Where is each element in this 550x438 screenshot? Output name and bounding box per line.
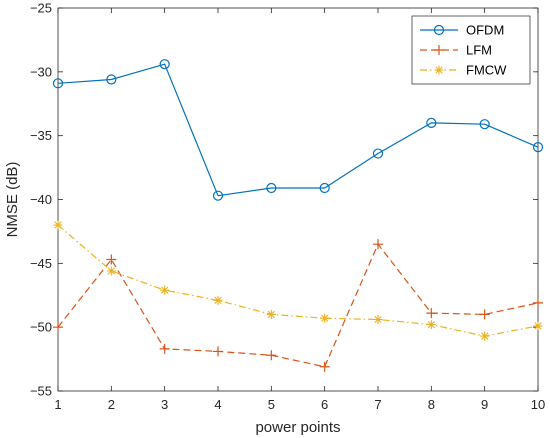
x-axis-label: power points [255, 419, 340, 436]
data-point-fmcw [480, 331, 490, 341]
legend-marker-ofdm [433, 24, 445, 36]
data-point-ofdm [532, 142, 544, 153]
data-point-lfm [159, 343, 170, 354]
data-point-lfm [533, 297, 543, 308]
y-tick-label: −40 [30, 192, 52, 207]
data-point-lfm [373, 239, 383, 250]
series-ofdm [52, 59, 544, 201]
data-point-lfm [106, 254, 117, 265]
data-point-fmcw [533, 321, 543, 331]
data-point-ofdm [372, 148, 384, 159]
legend-marker-fmcw [434, 65, 444, 75]
data-point-fmcw [266, 309, 276, 319]
data-point-lfm [319, 361, 330, 372]
data-point-lfm [479, 309, 490, 320]
x-tick-label: 1 [54, 397, 61, 412]
data-point-fmcw [213, 295, 223, 305]
series-line-fmcw [57, 224, 539, 337]
legend-marker-lfm [434, 45, 444, 55]
y-tick-label: −35 [30, 128, 52, 143]
data-point-ofdm [106, 74, 117, 85]
data-point-fmcw [53, 220, 63, 230]
data-point-ofdm [479, 119, 490, 130]
y-tick-label: −25 [30, 1, 52, 16]
data-point-lfm [266, 350, 277, 361]
data-point-ofdm [159, 59, 170, 70]
x-tick-label: 7 [374, 397, 381, 412]
x-tick-label: 3 [161, 397, 168, 412]
y-tick-label: −30 [30, 64, 52, 79]
axes: 1 2 3 4 5 6 7 8 9 10 −55 −50 −45 −40 −35 −30 −25 [30, 1, 545, 413]
data-point-lfm [53, 322, 63, 333]
series-lfm [53, 239, 543, 372]
y-tick-label: −50 [30, 320, 52, 335]
x-tick-label: 10 [531, 397, 545, 412]
series-line-lfm [57, 243, 539, 368]
series-fmcw [53, 220, 543, 341]
data-point-ofdm [212, 190, 224, 201]
series-line-ofdm [57, 63, 539, 197]
data-point-ofdm [52, 78, 64, 89]
legend-label-fmcw: FMCW [466, 63, 507, 78]
legend-label-ofdm: OFDM [466, 23, 504, 38]
data-point-fmcw [373, 315, 383, 325]
data-point-ofdm [319, 182, 330, 194]
x-tick-label: 9 [481, 397, 488, 412]
x-tick-label: 2 [108, 397, 115, 412]
x-tick-label: 6 [321, 397, 328, 412]
y-tick-label: −55 [30, 384, 52, 399]
data-point-fmcw [106, 266, 116, 276]
legend-label-lfm: LFM [466, 43, 492, 58]
data-point-lfm [213, 346, 223, 357]
x-tick-label: 4 [214, 397, 221, 412]
x-tick-label: 8 [428, 397, 435, 412]
legend: OFDM LFM FMCW [411, 15, 531, 85]
y-tick-label: −45 [30, 256, 52, 271]
data-point-fmcw [426, 320, 436, 330]
data-point-lfm [426, 308, 437, 319]
x-tick-label: 5 [268, 397, 275, 412]
data-point-ofdm [426, 117, 437, 129]
data-point-fmcw [160, 285, 170, 295]
y-axis-label: NMSE (dB) [4, 162, 21, 238]
series-layer [52, 59, 544, 372]
data-point-fmcw [320, 313, 330, 323]
data-point-ofdm [266, 182, 277, 194]
